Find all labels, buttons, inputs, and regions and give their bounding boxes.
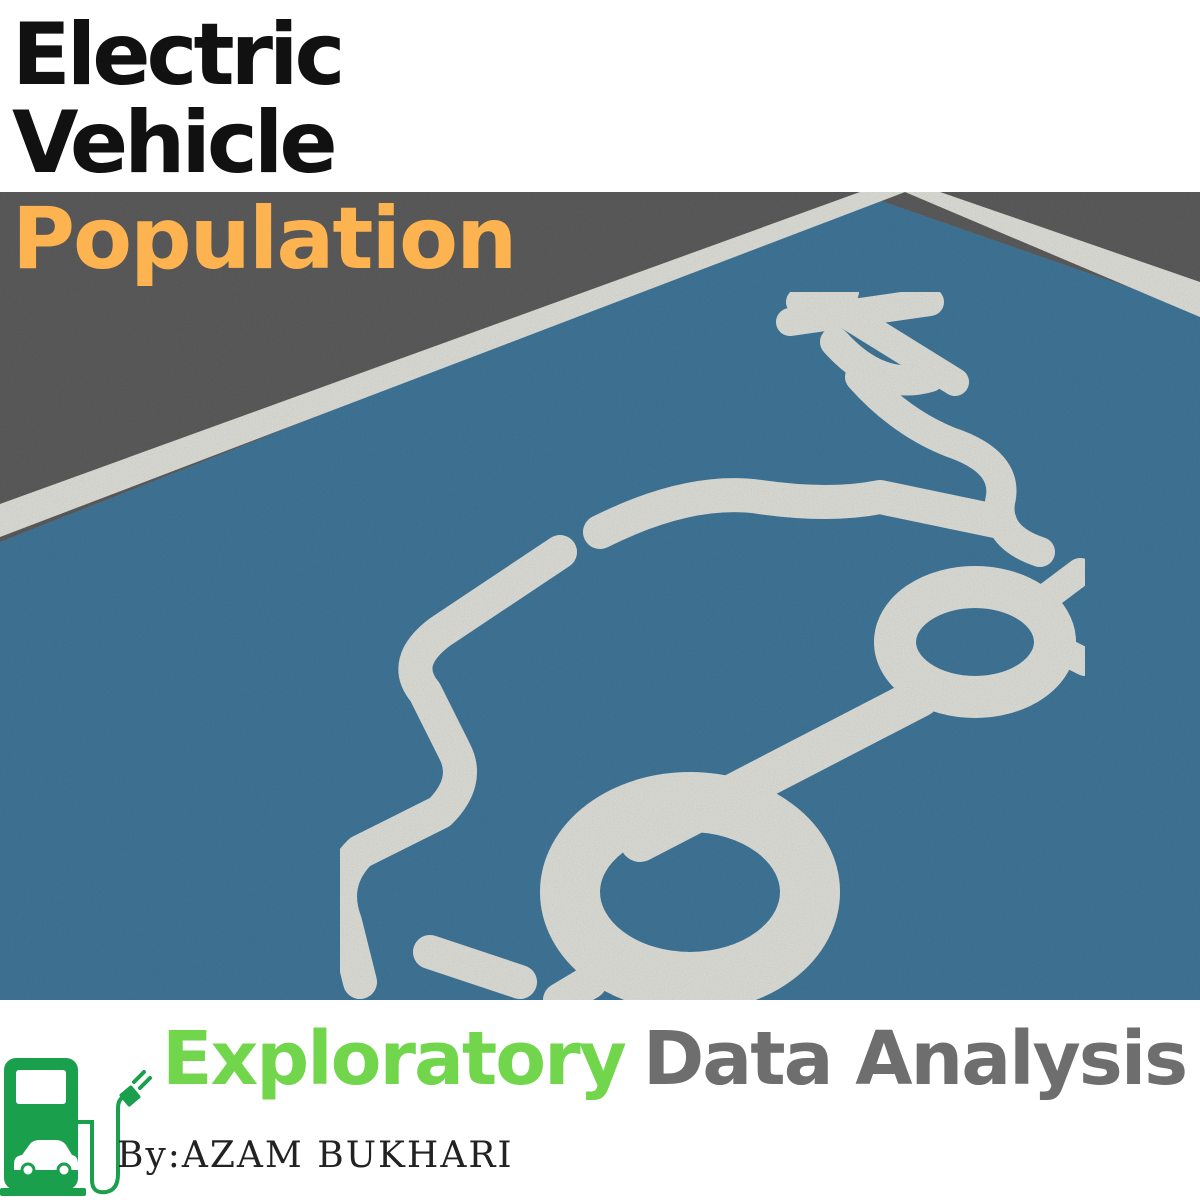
title-line-electric: Electric — [12, 5, 346, 105]
author-byline: By:AZAM BUKHARI — [117, 1135, 514, 1176]
subtitle: Exploratory Data Analysis — [162, 1022, 1188, 1096]
subtitle-exploratory: Exploratory — [162, 1016, 627, 1102]
ev-charging-station-icon — [0, 1058, 152, 1196]
title-line-population: Population — [12, 189, 517, 289]
subtitle-data-analysis: Data Analysis — [642, 1016, 1188, 1102]
title-line-vehicle: Vehicle — [12, 93, 338, 193]
ev-parking-photo — [0, 192, 1200, 1000]
